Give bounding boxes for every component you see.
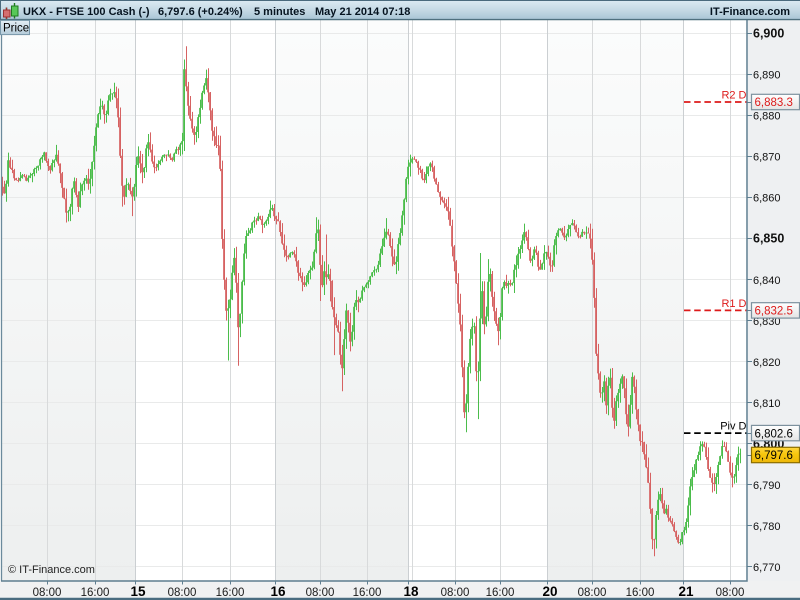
svg-text:16: 16: [270, 584, 286, 599]
svg-text:16:00: 16:00: [486, 587, 515, 599]
svg-text:R1 D: R1 D: [721, 298, 746, 310]
svg-text:20: 20: [542, 584, 557, 599]
svg-text:Price: Price: [3, 22, 29, 34]
svg-text:UKX - FTSE 100 Cash (-): UKX - FTSE 100 Cash (-): [23, 6, 150, 18]
svg-text:08:00: 08:00: [441, 587, 470, 599]
svg-text:08:00: 08:00: [168, 587, 197, 599]
svg-text:6,780: 6,780: [753, 521, 781, 533]
svg-text:6,840: 6,840: [753, 275, 781, 287]
svg-text:16:00: 16:00: [353, 587, 382, 599]
svg-text:R2 D: R2 D: [721, 89, 746, 101]
svg-text:6,870: 6,870: [753, 152, 781, 164]
svg-text:6,797.6: 6,797.6: [755, 450, 793, 462]
svg-text:21: 21: [678, 584, 694, 599]
svg-text:6,797.6 (+0.24%): 6,797.6 (+0.24%): [158, 6, 243, 18]
svg-text:08:00: 08:00: [716, 587, 745, 599]
svg-text:6,850: 6,850: [753, 232, 784, 246]
svg-text:08:00: 08:00: [578, 587, 607, 599]
svg-text:6,790: 6,790: [753, 480, 781, 492]
svg-text:08:00: 08:00: [306, 587, 335, 599]
svg-text:08:00: 08:00: [33, 587, 62, 599]
svg-text:5 minutes: 5 minutes: [254, 6, 305, 18]
svg-text:© IT-Finance.com: © IT-Finance.com: [8, 564, 95, 576]
svg-text:6,820: 6,820: [753, 357, 781, 369]
svg-text:Piv D: Piv D: [720, 421, 746, 433]
svg-text:IT-Finance.com: IT-Finance.com: [710, 6, 790, 18]
svg-text:6,883.3: 6,883.3: [755, 97, 793, 109]
svg-text:15: 15: [130, 584, 146, 599]
svg-text:May 21 2014 07:18: May 21 2014 07:18: [315, 6, 410, 18]
svg-text:6,810: 6,810: [753, 398, 781, 410]
svg-text:16:00: 16:00: [81, 587, 110, 599]
svg-text:16:00: 16:00: [216, 587, 245, 599]
svg-text:6,802.6: 6,802.6: [755, 428, 793, 440]
svg-text:6,832.5: 6,832.5: [755, 306, 793, 318]
svg-text:6,890: 6,890: [753, 70, 781, 82]
svg-text:6,830: 6,830: [753, 316, 781, 328]
svg-text:6,860: 6,860: [753, 193, 781, 205]
svg-text:6,880: 6,880: [753, 111, 781, 123]
svg-text:16:00: 16:00: [626, 587, 655, 599]
svg-text:18: 18: [403, 584, 419, 599]
svg-text:6,770: 6,770: [753, 562, 781, 574]
svg-text:6,900: 6,900: [753, 27, 784, 41]
